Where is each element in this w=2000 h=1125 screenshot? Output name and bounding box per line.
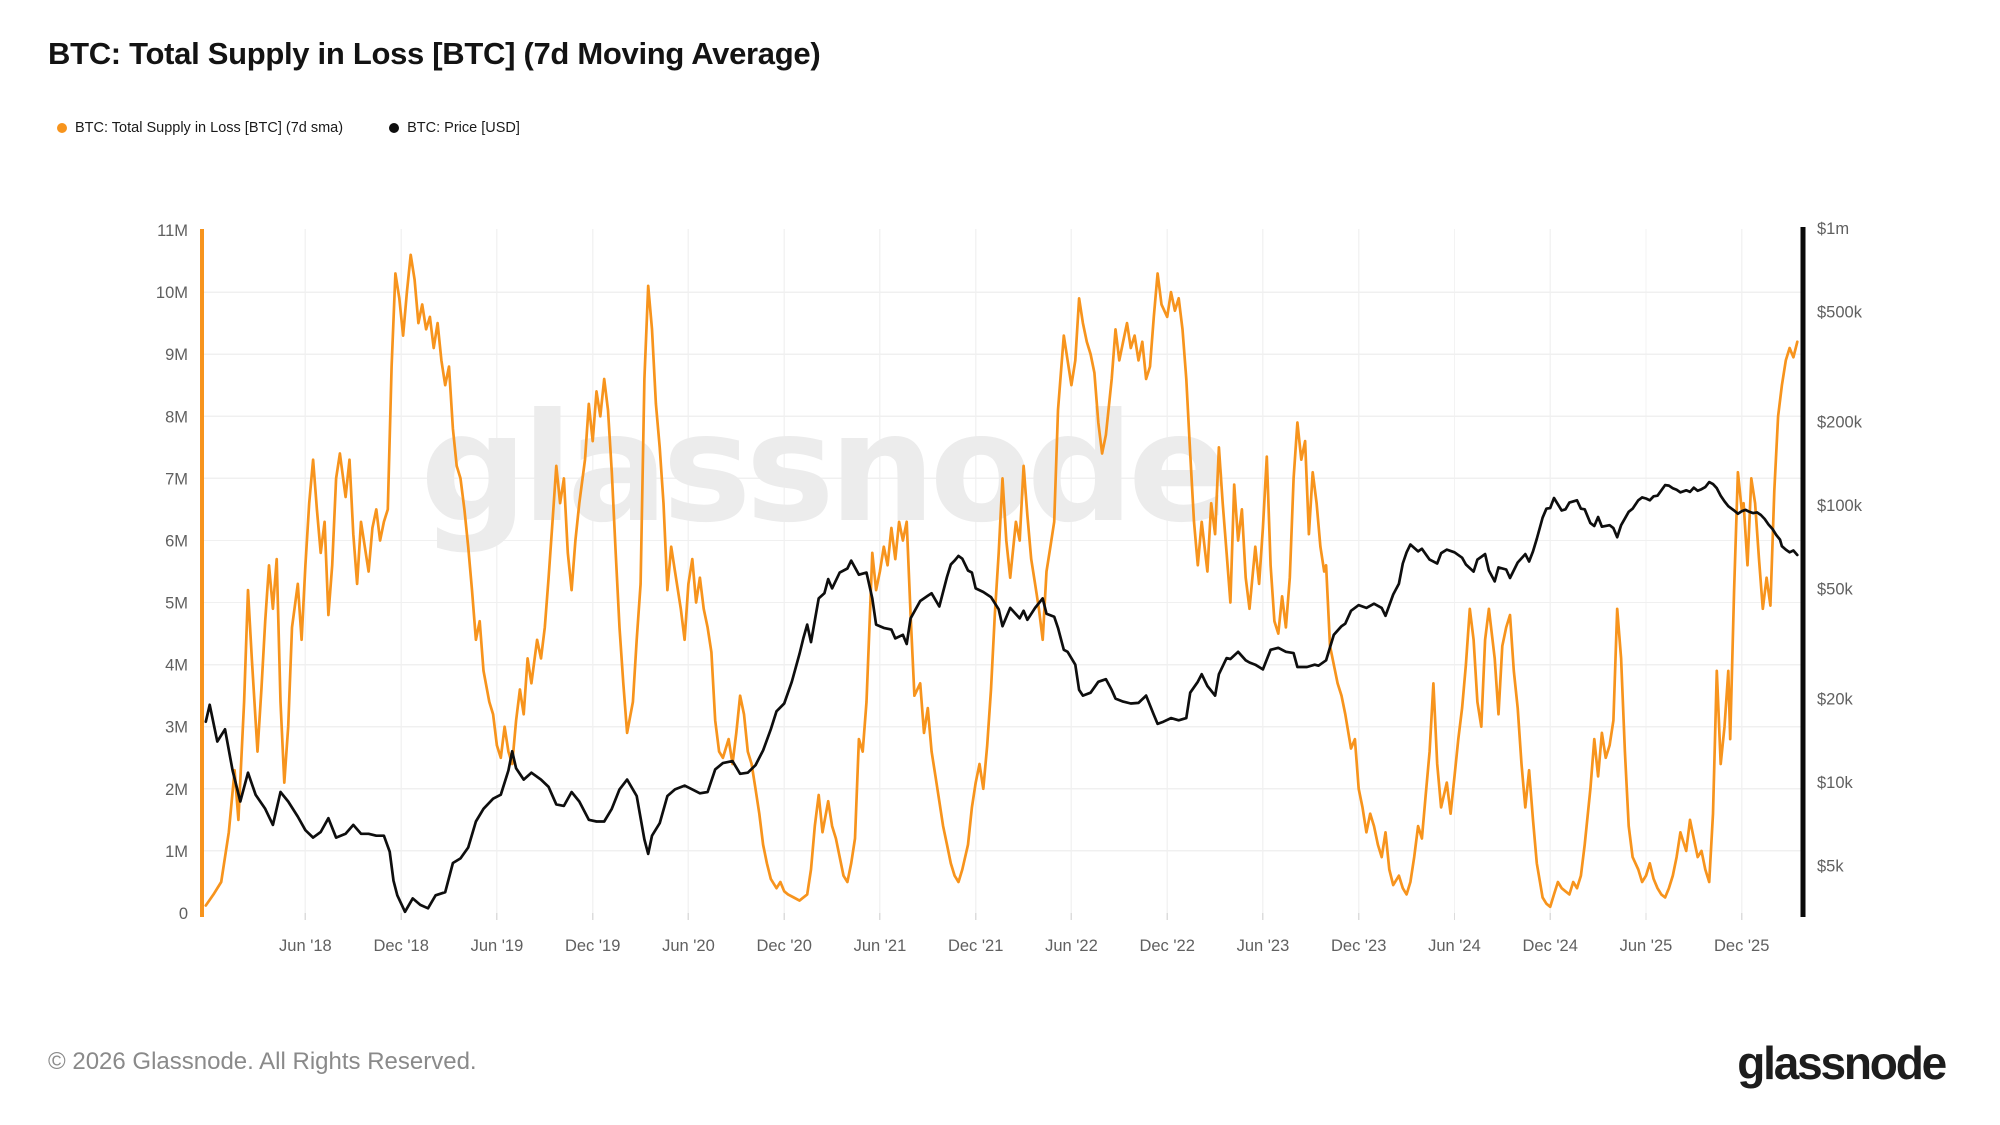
x-axis-label: Jun '25 (1620, 937, 1673, 955)
right-axis-label: $1m (1817, 220, 1849, 238)
x-axis-label: Jun '19 (471, 937, 524, 955)
x-axis-label: Dec '18 (373, 937, 428, 955)
left-axis-label: 9M (165, 346, 188, 364)
left-axis-label: 11M (157, 222, 188, 240)
left-axis-label: 3M (165, 719, 188, 737)
legend: BTC: Total Supply in Loss [BTC] (7d sma)… (57, 120, 520, 136)
supply-in-loss-line[interactable] (204, 253, 1799, 909)
x-axis-label: Jun '22 (1045, 937, 1098, 955)
watermark: glassnode (420, 382, 1224, 556)
right-axis-label: $50k (1817, 580, 1854, 598)
right-axis-label: $500k (1817, 303, 1863, 321)
x-axis-label: Jun '24 (1428, 937, 1481, 955)
left-axis-label: 7M (165, 470, 188, 488)
legend-item-price[interactable]: BTC: Price [USD] (389, 120, 520, 136)
left-axis-label: 2M (165, 781, 188, 799)
price-line[interactable] (204, 480, 1799, 914)
left-axis-label: 5M (165, 595, 188, 613)
x-axis-label: Jun '23 (1237, 937, 1290, 955)
left-axis-label: 10M (156, 284, 188, 302)
legend-item-supply-in-loss[interactable]: BTC: Total Supply in Loss [BTC] (7d sma) (57, 120, 343, 136)
legend-label-supply: BTC: Total Supply in Loss [BTC] (7d sma) (75, 120, 344, 136)
right-axis-label: $5k (1817, 857, 1844, 875)
x-axis-label: Dec '19 (565, 937, 620, 955)
left-axis-label: 6M (165, 532, 188, 550)
left-axis-label: 1M (165, 843, 188, 861)
page-title: BTC: Total Supply in Loss [BTC] (7d Movi… (48, 36, 821, 71)
left-axis-label: 8M (165, 408, 188, 426)
right-axis-label: $10k (1817, 774, 1854, 792)
x-axis-label: Jun '21 (854, 937, 907, 955)
footer-copyright: © 2026 Glassnode. All Rights Reserved. (48, 1048, 477, 1075)
price-series-dot-icon (389, 123, 400, 133)
x-axis-label: Dec '25 (1714, 937, 1769, 955)
left-axis-label: 4M (165, 657, 188, 675)
x-axis-label: Dec '24 (1522, 937, 1577, 955)
x-axis-label: Dec '23 (1331, 937, 1386, 955)
right-axis-label: $100k (1817, 497, 1863, 515)
x-axis-label: Dec '21 (948, 937, 1003, 955)
x-axis-label: Dec '20 (756, 937, 811, 955)
glassnode-logo[interactable]: glassnode (1737, 1037, 1947, 1089)
legend-label-price: BTC: Price [USD] (407, 120, 520, 136)
supply-series-dot-icon (57, 123, 67, 133)
x-axis-label: Jun '18 (279, 937, 332, 955)
right-axis-label: $200k (1817, 414, 1863, 432)
x-axis-label: Jun '20 (662, 937, 715, 955)
right-axis-label: $20k (1817, 691, 1854, 709)
x-axis-label: Dec '22 (1139, 937, 1194, 955)
left-axis-label: 0 (179, 905, 188, 923)
